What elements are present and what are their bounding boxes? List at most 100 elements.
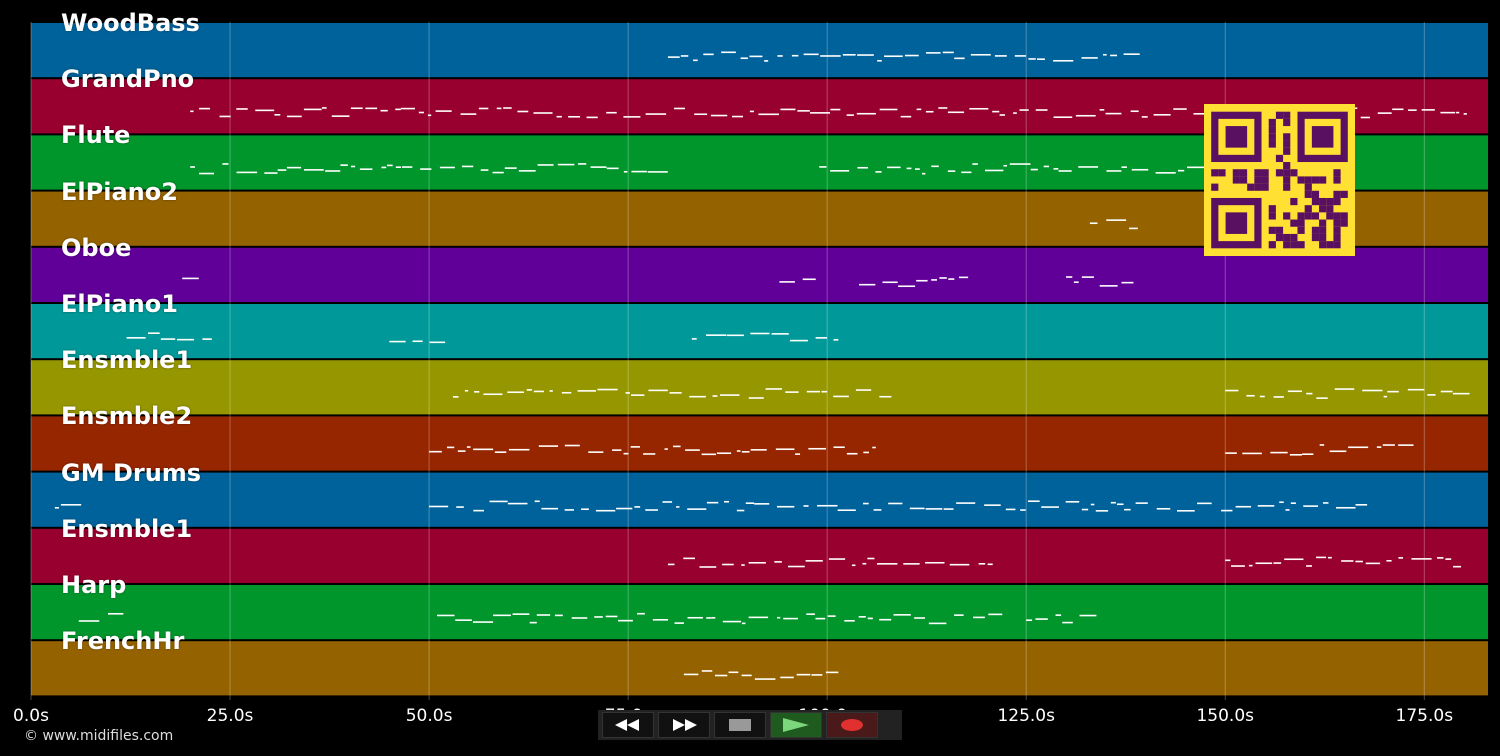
note xyxy=(190,110,194,113)
note xyxy=(1302,453,1314,456)
note xyxy=(1028,58,1036,60)
qr-code-icon xyxy=(1204,104,1355,256)
note xyxy=(631,170,647,173)
note xyxy=(517,110,529,113)
note xyxy=(828,558,846,560)
time-tick-label: 175.0s xyxy=(1395,706,1454,726)
note xyxy=(1141,116,1148,118)
note xyxy=(1365,562,1381,565)
note xyxy=(803,53,819,56)
note xyxy=(777,616,781,619)
note xyxy=(789,339,808,342)
note xyxy=(706,501,719,504)
note xyxy=(1131,168,1149,171)
note xyxy=(389,340,406,343)
note xyxy=(915,168,920,170)
note xyxy=(219,115,231,118)
note xyxy=(741,622,746,625)
note xyxy=(412,340,423,343)
fast-forward-button[interactable] xyxy=(658,712,710,738)
note xyxy=(439,166,455,169)
track-lane xyxy=(31,23,1488,78)
note xyxy=(805,560,823,562)
note xyxy=(340,164,348,166)
copyright-text: © www.midifiles.com xyxy=(24,728,174,744)
note xyxy=(494,451,507,453)
note xyxy=(395,166,401,169)
note xyxy=(478,107,489,110)
note xyxy=(780,676,794,679)
note xyxy=(749,55,763,58)
note xyxy=(925,508,943,510)
note xyxy=(806,390,820,393)
note xyxy=(949,563,970,566)
note xyxy=(689,395,706,398)
note xyxy=(909,507,925,510)
note xyxy=(492,171,504,174)
note xyxy=(1341,560,1354,562)
note xyxy=(1327,556,1332,559)
note xyxy=(460,113,477,115)
note xyxy=(1383,395,1388,398)
note xyxy=(512,613,530,615)
note xyxy=(741,564,745,566)
note xyxy=(785,391,799,393)
note xyxy=(1248,564,1253,567)
note xyxy=(1058,170,1072,172)
play-button[interactable] xyxy=(770,712,822,738)
track-name: Flute xyxy=(61,121,131,150)
note xyxy=(846,452,858,455)
note xyxy=(948,278,955,280)
rewind-button[interactable] xyxy=(602,712,654,738)
note xyxy=(1440,111,1456,114)
note xyxy=(857,54,874,56)
note xyxy=(466,446,471,448)
note xyxy=(1099,285,1118,287)
note xyxy=(1013,112,1017,114)
note xyxy=(687,508,707,510)
note xyxy=(1090,503,1095,506)
note xyxy=(825,671,839,674)
note xyxy=(973,616,985,619)
note xyxy=(931,165,939,168)
note xyxy=(815,337,828,339)
note xyxy=(758,113,779,116)
record-button[interactable] xyxy=(826,712,878,738)
note xyxy=(537,164,554,166)
note xyxy=(286,115,302,118)
track-lane xyxy=(31,585,1488,640)
note xyxy=(1290,502,1296,504)
play-icon xyxy=(783,718,809,732)
note xyxy=(618,619,633,622)
note xyxy=(473,448,494,451)
note xyxy=(1287,390,1302,393)
note xyxy=(401,166,413,168)
note xyxy=(1065,501,1080,503)
note xyxy=(1117,503,1124,506)
note xyxy=(643,453,656,455)
note xyxy=(1026,619,1033,622)
track-lane xyxy=(31,472,1488,527)
note xyxy=(942,51,954,54)
note xyxy=(721,51,736,54)
note xyxy=(1020,509,1026,511)
note xyxy=(858,616,866,618)
note xyxy=(1421,109,1435,111)
note xyxy=(748,616,769,619)
note xyxy=(1009,163,1031,165)
stop-button[interactable] xyxy=(714,712,766,738)
note xyxy=(1231,565,1245,567)
note xyxy=(78,620,100,622)
rewind-icon xyxy=(615,719,639,731)
note xyxy=(1041,506,1059,508)
fast-forward-icon xyxy=(673,719,697,731)
note xyxy=(277,169,287,171)
note xyxy=(680,55,689,57)
note xyxy=(461,165,474,168)
note xyxy=(970,53,991,56)
note xyxy=(1387,390,1399,393)
note xyxy=(612,449,622,451)
note xyxy=(732,115,743,118)
note xyxy=(1099,109,1105,111)
note xyxy=(1066,276,1073,278)
